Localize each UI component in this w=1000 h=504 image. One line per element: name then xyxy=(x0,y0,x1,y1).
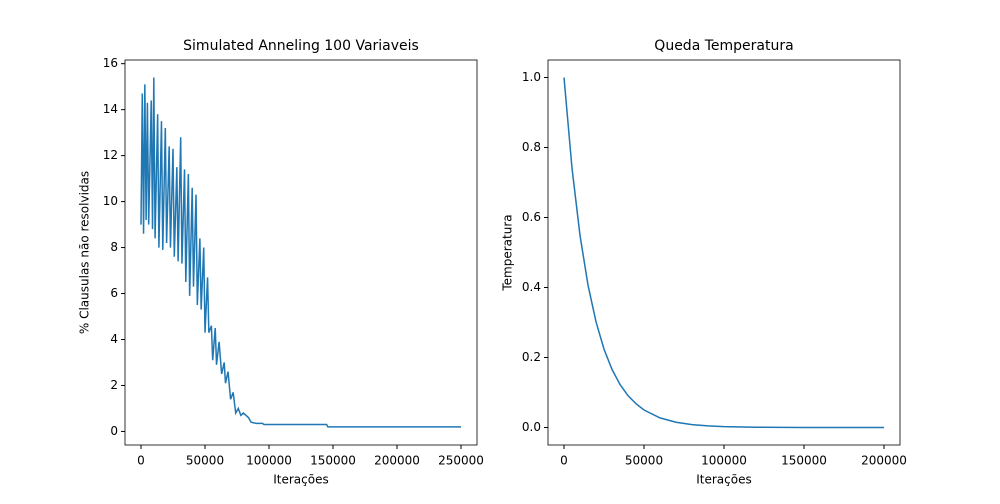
y-tick-label: 8 xyxy=(110,240,118,254)
x-tick-label: 0 xyxy=(137,454,145,468)
y-tick-label: 0.6 xyxy=(522,210,541,224)
y-tick-label: 0.2 xyxy=(522,350,541,364)
x-tick-label: 150000 xyxy=(310,454,356,468)
y-tick-label: 12 xyxy=(103,148,118,162)
x-tick-label: 100000 xyxy=(246,454,292,468)
data-line xyxy=(563,77,885,429)
x-tick-label: 200000 xyxy=(861,454,907,468)
x-tick-label: 250000 xyxy=(438,454,484,468)
y-tick-label: 10 xyxy=(103,194,118,208)
x-tick-label: 50000 xyxy=(186,454,224,468)
y-tick-label: 14 xyxy=(103,102,118,116)
data-line xyxy=(140,77,461,428)
y-tick-label: 6 xyxy=(110,286,118,300)
axes-frame xyxy=(547,59,901,446)
x-axis-label: Iterações xyxy=(696,473,752,487)
y-tick-label: 0.0 xyxy=(522,420,541,434)
y-tick-label: 0.8 xyxy=(522,140,541,154)
y-axis-label: Temperatura xyxy=(501,214,515,291)
y-axis-label: % Clausulas não resolvidas xyxy=(78,171,92,334)
x-tick-label: 100000 xyxy=(701,454,747,468)
y-tick-label: 1.0 xyxy=(522,70,541,84)
x-tick-label: 150000 xyxy=(781,454,827,468)
x-axis-label: Iterações xyxy=(273,473,329,487)
x-tick-label: 50000 xyxy=(625,454,663,468)
axes-frame xyxy=(124,59,478,446)
x-tick-label: 0 xyxy=(560,454,568,468)
y-tick-label: 0 xyxy=(110,424,118,438)
y-tick-label: 16 xyxy=(103,56,118,70)
chart-title: Simulated Anneling 100 Variaveis xyxy=(183,38,419,54)
y-tick-label: 4 xyxy=(110,332,118,346)
y-tick-label: 0.4 xyxy=(522,280,541,294)
x-tick-label: 200000 xyxy=(374,454,420,468)
y-tick-label: 2 xyxy=(110,378,118,392)
chart-title: Queda Temperatura xyxy=(654,38,793,54)
